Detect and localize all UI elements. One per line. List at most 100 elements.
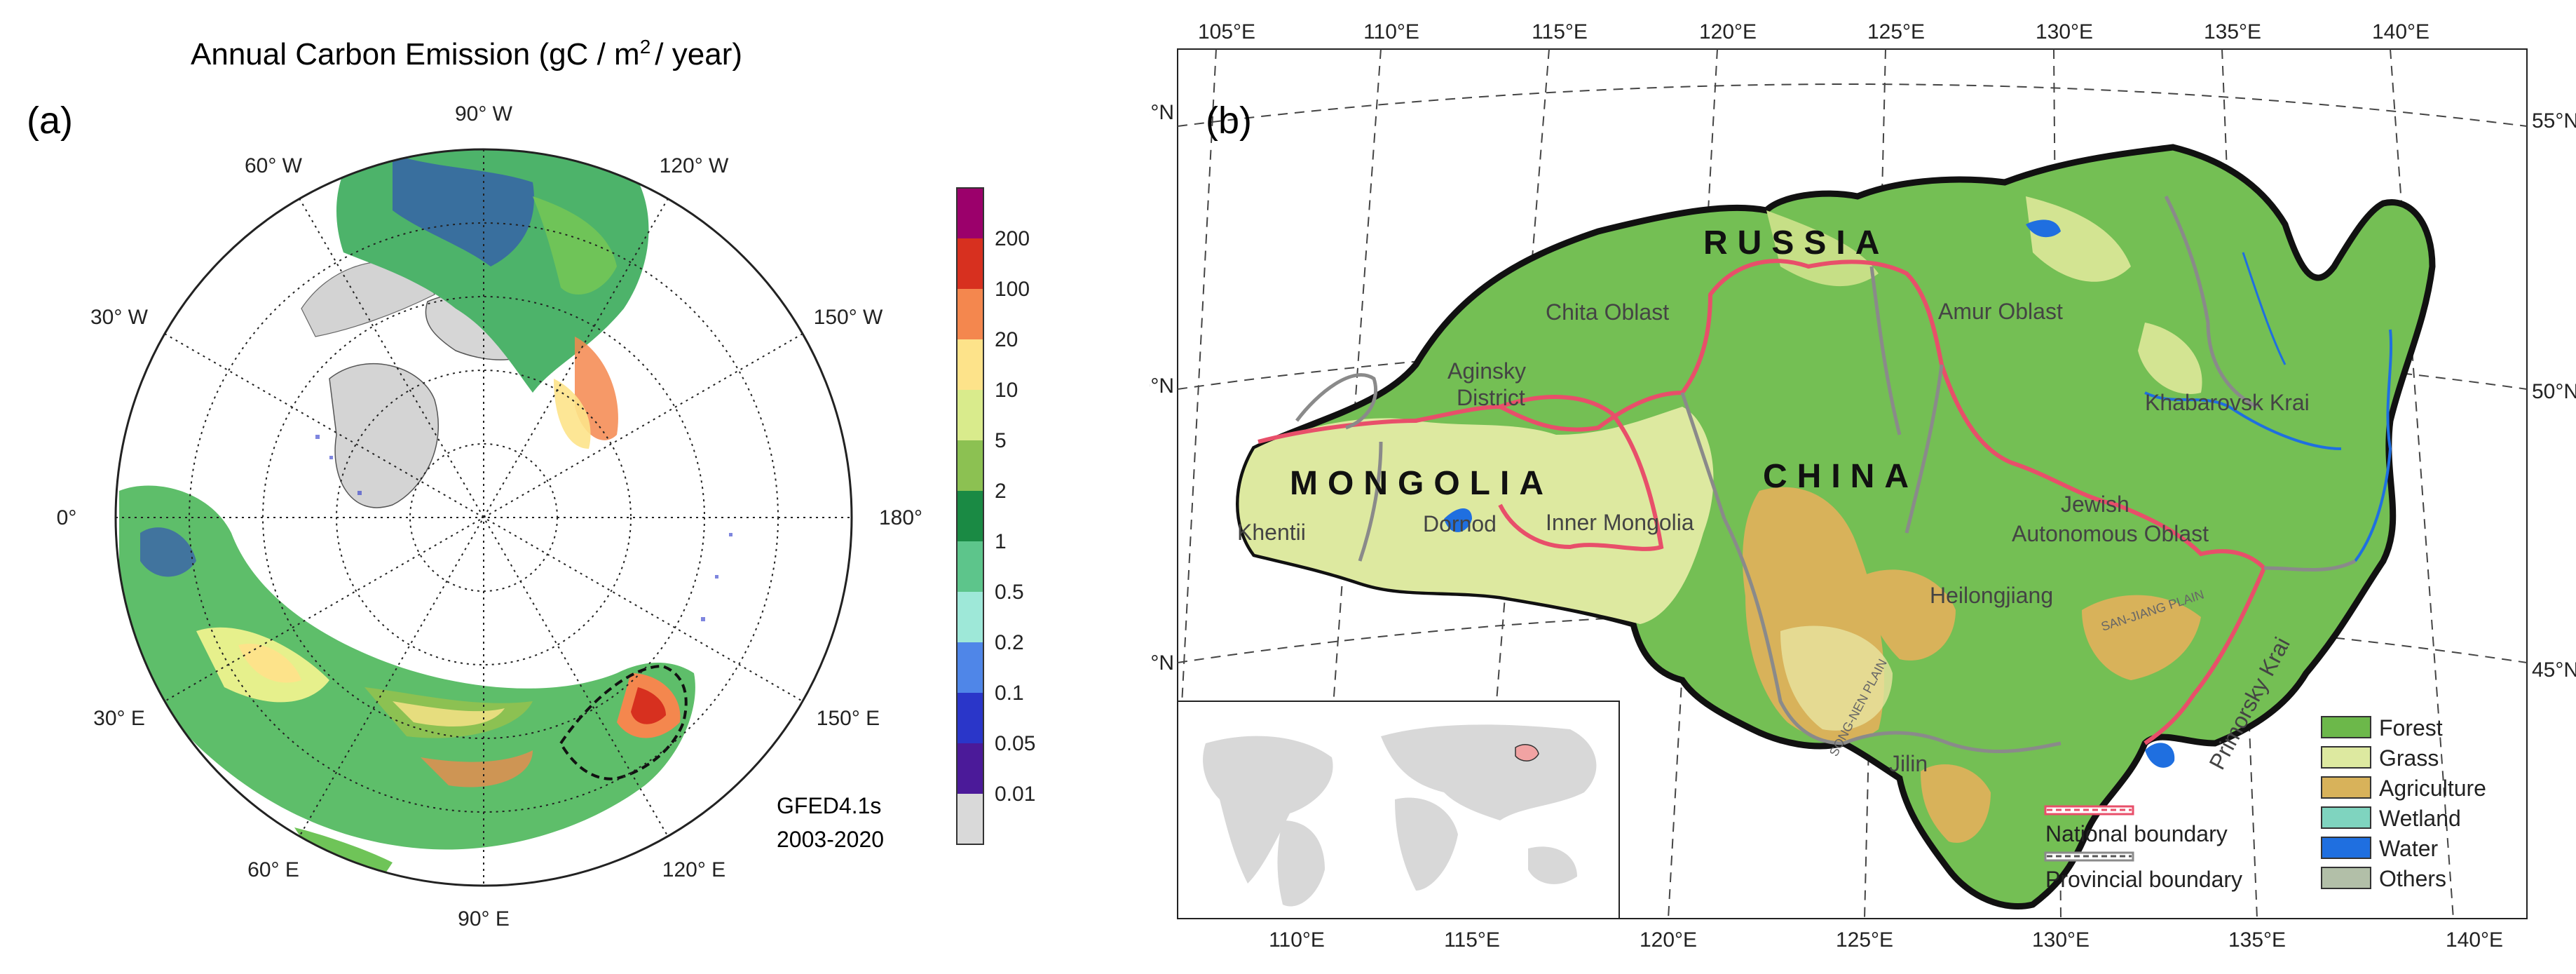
lon-label: 140°E: [2372, 20, 2430, 43]
legend-label: Wetland: [2379, 806, 2461, 831]
boundary-legend: National boundary Provincial boundary: [2044, 805, 2242, 892]
legend-swatch: [2321, 806, 2371, 829]
region-label: District: [1457, 385, 1525, 410]
lon-label: 130°E: [2036, 20, 2093, 43]
colorbar-label: 20: [995, 328, 1018, 351]
lon-label: 125°E: [1867, 20, 1925, 43]
colorbar-label: 2: [995, 480, 1007, 503]
colorbar-cell: [957, 238, 983, 290]
legend-swatch: [2321, 746, 2371, 769]
panel-b-region-map: 105°E 110°E 115°E 120°E 125°E 130°E 135°…: [1127, 0, 2576, 970]
region-label: Autonomous Oblast: [2012, 521, 2209, 546]
lon-label: 140°E: [2446, 928, 2503, 952]
eurasia: [119, 485, 695, 850]
colorbar-label: 200: [995, 227, 1030, 250]
polar-map-body: [116, 149, 852, 886]
greenland-land: [329, 363, 439, 508]
lon-label: 30° E: [93, 707, 145, 730]
region-label: Chita Oblast: [1546, 299, 1669, 325]
legend-label: Forest: [2379, 715, 2443, 740]
colorbar-label: 0.1: [995, 682, 1024, 705]
region-label: Heilongjiang: [1930, 583, 2053, 608]
colorbar-labels: 200 100 20 10 5 2 1 0.5 0.2 0.1 0.05 0.01: [995, 227, 1035, 806]
inset-study-area: [1515, 744, 1539, 762]
lat-label: 55°N: [2532, 109, 2576, 133]
colorbar-label: 0.01: [995, 783, 1035, 806]
water-body: [1444, 508, 1472, 532]
colorbar-label: 0.5: [995, 581, 1024, 604]
lat-label: 55°N: [1150, 101, 1174, 124]
legend-label: Water: [2379, 836, 2439, 861]
colorbar-cell: [957, 541, 983, 593]
study-area-outline: [559, 664, 688, 780]
lat-label: 50°N: [2532, 380, 2576, 403]
panel-b-label: (b): [1206, 100, 1252, 142]
lon-label: 120° E: [662, 858, 725, 881]
lon-label: 120° W: [660, 154, 729, 177]
graticule-meridians: [116, 149, 852, 886]
colorbar-cell: [957, 693, 983, 744]
region-label: Amur Oblast: [1938, 299, 2063, 324]
lat-label: 45°N: [2532, 658, 2576, 682]
lon-label: 180°: [879, 506, 922, 529]
national-boundary-line: [1258, 259, 2267, 745]
colorbar-cell: [957, 289, 983, 340]
right-lat-labels: 55°N 50°N 45°N: [2532, 109, 2576, 682]
region-map-svg: 105°E 110°E 115°E 120°E 125°E 130°E 135°…: [1127, 20, 2576, 952]
boundary-legend-label: National boundary: [2045, 821, 2228, 846]
panel-a-title: Annual Carbon Emission (gC / m2/ year): [191, 36, 742, 72]
colorbar-label: 100: [995, 278, 1030, 301]
colorbar-cells: [957, 188, 983, 845]
country-labels: RUSSIA MONGOLIA CHINA: [1290, 224, 1919, 502]
lon-label: 150° W: [814, 306, 883, 329]
lon-label: 115°E: [1444, 928, 1500, 952]
inset-world-map: [1177, 701, 1620, 919]
region-label: Aginsky: [1447, 358, 1526, 384]
water-body: [2145, 743, 2175, 768]
colorbar-cell: [957, 794, 983, 845]
lon-label: 130°E: [2032, 928, 2090, 952]
panel-a-polar-map: Annual Carbon Emission (gC / m2/ year) (…: [0, 0, 1150, 970]
lon-label: 105°E: [1198, 20, 1255, 43]
colorbar-cell: [957, 339, 983, 391]
lon-label: 120°E: [1640, 928, 1697, 952]
polar-map-svg: Annual Carbon Emission (gC / m2/ year) (…: [27, 36, 1035, 931]
polar-map-frame: [114, 148, 853, 887]
legend-swatch: [2321, 867, 2371, 889]
legend-swatch: [2321, 776, 2371, 799]
region-label: Khentii: [1237, 520, 1306, 545]
region-label: Jewish: [2061, 492, 2129, 517]
lon-label: 135°E: [2204, 20, 2261, 43]
lon-label: 125°E: [1836, 928, 1893, 952]
lon-label: 30° W: [90, 306, 149, 329]
legend-label: Others: [2379, 866, 2446, 891]
lon-label: 90° E: [458, 907, 510, 931]
colorbar: 200 100 20 10 5 2 1 0.5 0.2 0.1 0.05 0.01: [956, 187, 1035, 845]
colorbar-label: 10: [995, 379, 1018, 402]
boundary-legend-label: Provincial boundary: [2045, 867, 2242, 892]
legend-swatch: [2321, 837, 2371, 859]
agriculture-sanjiang: [2082, 595, 2201, 680]
country-label: RUSSIA: [1703, 224, 1889, 262]
water-body: [2026, 219, 2061, 238]
bottom-lon-labels: 110°E 115°E 120°E 125°E 130°E 135°E 140°…: [1269, 928, 2503, 952]
lon-label: 110°E: [1363, 20, 1419, 43]
lon-label: 0°: [57, 506, 77, 529]
period-label: 2003-2020: [777, 827, 884, 852]
lon-label: 115°E: [1532, 20, 1588, 43]
colorbar-label: 5: [995, 429, 1007, 452]
region-label: Dornod: [1423, 511, 1497, 536]
lon-label: 90° W: [455, 102, 513, 126]
country-label: CHINA: [1763, 458, 1919, 495]
panel-a-label: (a): [27, 100, 73, 142]
region-label: Inner Mongolia: [1546, 510, 1694, 535]
colorbar-cell: [957, 440, 983, 492]
colorbar-cell: [957, 390, 983, 441]
lon-label: 150° E: [817, 707, 880, 730]
lon-label: 120°E: [1699, 20, 1757, 43]
region-label: Jilin: [1889, 751, 1928, 776]
colorbar-cell: [957, 743, 983, 794]
colorbar-label: 0.05: [995, 732, 1035, 755]
left-lat-labels: 55°N 50°N 45°N: [1127, 101, 1174, 675]
top-lon-labels: 105°E 110°E 115°E 120°E 125°E 130°E 135°…: [1198, 20, 2430, 43]
